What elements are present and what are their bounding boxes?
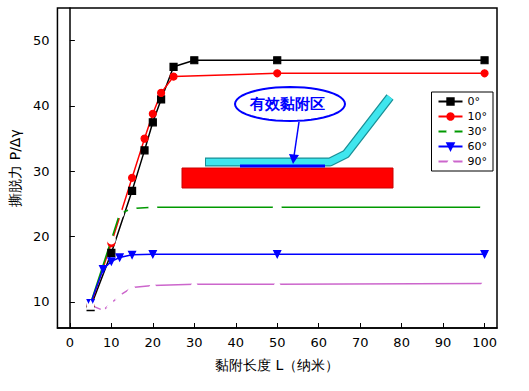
svg-text:黏附长度 L（纳米）: 黏附长度 L（纳米） <box>215 357 339 373</box>
svg-text:0: 0 <box>66 335 74 350</box>
svg-text:100: 100 <box>472 335 497 350</box>
svg-text:20: 20 <box>33 229 50 244</box>
svg-text:10: 10 <box>103 335 120 350</box>
svg-text:90: 90 <box>435 335 452 350</box>
svg-text:有效黏附区: 有效黏附区 <box>249 95 325 113</box>
svg-text:60°: 60° <box>468 140 488 153</box>
svg-text:50: 50 <box>269 335 286 350</box>
svg-text:20: 20 <box>145 335 162 350</box>
svg-text:40: 40 <box>33 98 50 113</box>
svg-text:90°: 90° <box>468 155 488 168</box>
svg-text:60: 60 <box>310 335 327 350</box>
svg-text:30: 30 <box>33 164 50 179</box>
svg-text:30°: 30° <box>468 125 488 138</box>
svg-text:50: 50 <box>33 33 50 48</box>
svg-text:80: 80 <box>393 335 410 350</box>
svg-text:撕脱力 P/Δγ: 撕脱力 P/Δγ <box>7 129 23 206</box>
svg-text:70: 70 <box>352 335 369 350</box>
svg-text:10: 10 <box>33 294 50 309</box>
svg-text:10°: 10° <box>468 110 488 123</box>
svg-text:0°: 0° <box>468 95 481 108</box>
svg-text:30: 30 <box>186 335 203 350</box>
svg-text:40: 40 <box>227 335 244 350</box>
